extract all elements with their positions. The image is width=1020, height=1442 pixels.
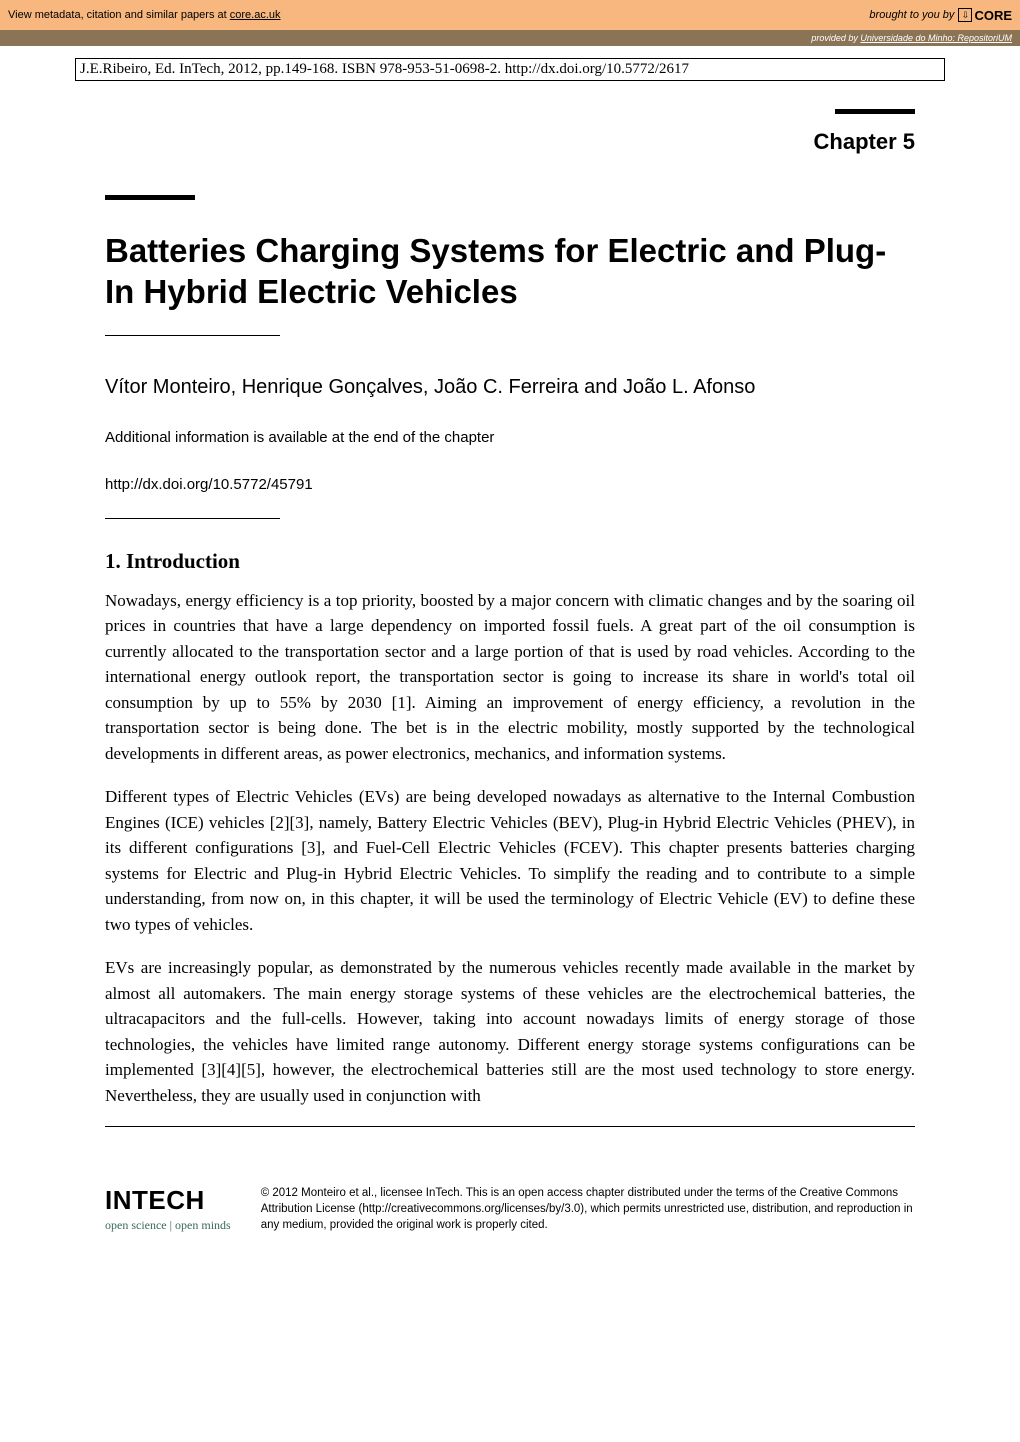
chapter-bar xyxy=(835,109,915,114)
title-rule xyxy=(105,335,280,336)
doi-link[interactable]: http://dx.doi.org/10.5772/45791 xyxy=(105,476,915,493)
section-rule xyxy=(105,518,280,519)
paragraph-3: EVs are increasingly popular, as demonst… xyxy=(105,955,915,1108)
core-brought-by: brought to you by xyxy=(869,9,954,21)
paragraph-1: Nowadays, energy efficiency is a top pri… xyxy=(105,588,915,767)
core-banner-prefix: View metadata, citation and similar pape… xyxy=(8,9,230,21)
provided-prefix: provided by xyxy=(811,33,860,43)
chapter-header: Chapter 5 xyxy=(105,101,915,155)
citation-box: J.E.Ribeiro, Ed. InTech, 2012, pp.149-16… xyxy=(75,58,945,81)
repository-link[interactable]: Universidade do Minho: RepositoriUM xyxy=(860,33,1012,43)
chapter-title: Batteries Charging Systems for Electric … xyxy=(105,230,915,313)
authors: Vítor Monteiro, Henrique Gonçalves, João… xyxy=(105,376,915,399)
download-icon: ⇩ xyxy=(958,8,972,22)
provided-by-banner: provided by Universidade do Minho: Repos… xyxy=(0,30,1020,46)
page-footer: INTECH open science | open minds © 2012 … xyxy=(0,1185,1020,1253)
title-section: Batteries Charging Systems for Electric … xyxy=(105,195,915,336)
publisher-tagline: open science | open minds xyxy=(105,1218,231,1233)
core-logo[interactable]: ⇩ CORE xyxy=(958,8,1012,23)
publisher-name: INTECH xyxy=(105,1185,205,1216)
page-content: J.E.Ribeiro, Ed. InTech, 2012, pp.149-16… xyxy=(0,46,1020,1185)
publisher-logo: INTECH open science | open minds xyxy=(105,1185,231,1233)
additional-info: Additional information is available at t… xyxy=(105,429,915,446)
core-logo-text: CORE xyxy=(974,8,1012,23)
core-link[interactable]: core.ac.uk xyxy=(230,9,281,21)
copyright-text: © 2012 Monteiro et al., licensee InTech.… xyxy=(261,1185,915,1233)
footer-rule xyxy=(105,1126,915,1127)
core-banner-text: View metadata, citation and similar pape… xyxy=(8,9,281,21)
citation-text: J.E.Ribeiro, Ed. InTech, 2012, pp.149-16… xyxy=(80,61,689,77)
core-metadata-banner: View metadata, citation and similar pape… xyxy=(0,0,1020,30)
section-heading: 1. Introduction xyxy=(105,549,915,574)
title-bar xyxy=(105,195,195,200)
paragraph-2: Different types of Electric Vehicles (EV… xyxy=(105,784,915,937)
chapter-label: Chapter 5 xyxy=(105,129,915,155)
core-banner-right: brought to you by ⇩ CORE xyxy=(869,8,1012,23)
